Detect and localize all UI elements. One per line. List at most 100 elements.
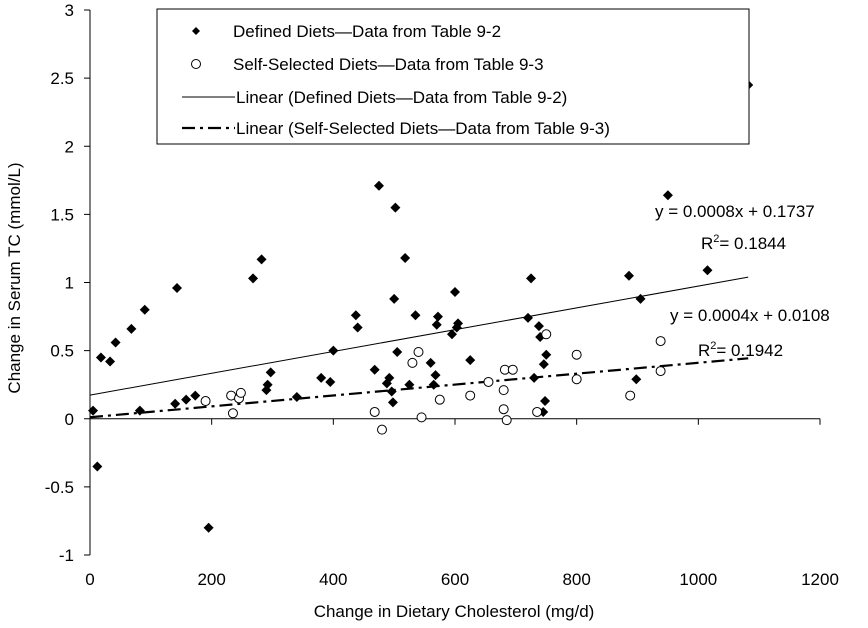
trendline-annotations: y = 0.0008x + 0.1737 R2= 0.1844 y = 0.00… xyxy=(655,202,830,360)
y-tick-label: 0.5 xyxy=(50,342,74,361)
point-defined xyxy=(631,374,642,385)
legend-label-defined: Defined Diets—Data from Table 9-2 xyxy=(233,22,501,41)
r2-value: = 0.1844 xyxy=(719,234,786,253)
point-defined xyxy=(404,379,415,390)
point-self-selected xyxy=(507,364,518,375)
y-tick-label: 0 xyxy=(65,410,74,429)
point-defined xyxy=(105,356,116,367)
point-defined xyxy=(446,329,457,340)
point-defined xyxy=(430,370,441,381)
point-defined xyxy=(139,304,150,315)
point-defined xyxy=(262,379,273,390)
point-defined xyxy=(256,254,267,265)
point-defined xyxy=(526,273,537,284)
point-self-selected xyxy=(434,394,445,405)
r2-superscript: 2 xyxy=(710,340,716,352)
point-defined xyxy=(432,311,443,322)
point-defined xyxy=(400,252,411,263)
point-defined xyxy=(465,355,476,366)
point-defined xyxy=(170,398,181,409)
r2-superscript: 2 xyxy=(713,233,719,245)
legend-label-linear-defined: Linear (Defined Diets—Data from Table 9-… xyxy=(236,88,567,107)
point-defined xyxy=(203,522,214,533)
point-defined xyxy=(425,357,436,368)
x-tick-label: 400 xyxy=(319,570,347,589)
r2-defined: R2= 0.1844 xyxy=(701,233,786,253)
point-self-selected xyxy=(498,404,509,415)
point-defined xyxy=(623,270,634,281)
point-self-selected xyxy=(483,376,494,387)
x-tick-label: 600 xyxy=(441,570,469,589)
point-defined xyxy=(392,346,403,357)
point-defined xyxy=(428,379,439,390)
point-self-selected xyxy=(416,412,427,423)
y-axis-label: Change in Serum TC (mmol/L) xyxy=(5,162,24,393)
r2-self-selected: R2= 0.1942 xyxy=(698,340,783,360)
point-defined xyxy=(384,372,395,383)
y-tick-label: 1 xyxy=(65,274,74,293)
x-tick-label: 1000 xyxy=(679,570,717,589)
point-defined xyxy=(453,318,464,329)
point-self-selected xyxy=(369,406,380,417)
point-defined xyxy=(541,349,552,360)
point-defined xyxy=(389,293,400,304)
point-defined xyxy=(325,376,336,387)
trendline-self-selected xyxy=(89,357,749,419)
point-defined xyxy=(662,190,673,201)
legend-marker-defined xyxy=(192,27,200,35)
point-self-selected xyxy=(571,349,582,360)
y-tick-label: -1 xyxy=(59,546,74,565)
point-self-selected xyxy=(532,406,543,417)
point-defined xyxy=(126,323,137,334)
point-self-selected xyxy=(465,390,476,401)
x-tick-label: 800 xyxy=(562,570,590,589)
point-self-selected xyxy=(377,424,387,435)
point-defined xyxy=(190,390,201,401)
point-defined xyxy=(350,310,361,321)
point-defined xyxy=(248,273,259,284)
point-defined xyxy=(352,322,363,333)
point-self-selected xyxy=(498,385,509,396)
legend-label-linear-self-selected: Linear (Self-Selected Diets—Data from Ta… xyxy=(236,119,610,138)
point-self-selected xyxy=(413,346,424,357)
x-tick-label: 0 xyxy=(85,570,94,589)
point-defined xyxy=(538,359,549,370)
equation-self-selected: y = 0.0004x + 0.0108 xyxy=(670,306,830,325)
point-self-selected xyxy=(200,396,211,407)
point-defined xyxy=(386,386,397,397)
y-tick-label: 2 xyxy=(65,137,74,156)
y-tick-label: 1.5 xyxy=(50,205,74,224)
x-tick-label: 1200 xyxy=(801,570,839,589)
axes: -1 -0.5 0 0.5 1 1.5 2 2.5 3 0 200 400 600 800 1000 1200 xyxy=(45,1,839,589)
point-self-selected xyxy=(227,408,238,419)
point-defined xyxy=(523,312,533,323)
point-defined xyxy=(540,396,551,407)
point-defined xyxy=(291,391,302,402)
point-defined xyxy=(410,310,421,321)
point-defined xyxy=(431,319,442,330)
point-defined xyxy=(387,397,398,408)
point-self-selected xyxy=(571,374,582,385)
point-self-selected xyxy=(501,415,512,426)
point-defined xyxy=(171,282,182,293)
point-defined xyxy=(110,337,121,348)
point-self-selected xyxy=(655,336,666,347)
r2-letter: R xyxy=(701,234,713,253)
legend-box xyxy=(156,8,750,145)
legend-label-self-selected: Self-Selected Diets—Data from Table 9-3 xyxy=(233,55,544,74)
point-defined xyxy=(316,372,327,383)
y-tick-label: 2.5 xyxy=(50,69,74,88)
point-defined xyxy=(635,293,646,304)
point-defined xyxy=(369,364,380,375)
point-defined xyxy=(529,372,540,383)
point-defined xyxy=(450,287,460,298)
point-self-selected xyxy=(407,357,418,368)
point-defined xyxy=(328,345,339,356)
point-defined xyxy=(373,180,384,191)
legend-marker-self-selected xyxy=(191,59,201,69)
x-axis-label: Change in Dietary Cholesterol (mg/d) xyxy=(314,602,595,621)
point-defined xyxy=(92,461,103,472)
y-tick-label: -0.5 xyxy=(45,478,74,497)
point-defined xyxy=(88,405,99,416)
